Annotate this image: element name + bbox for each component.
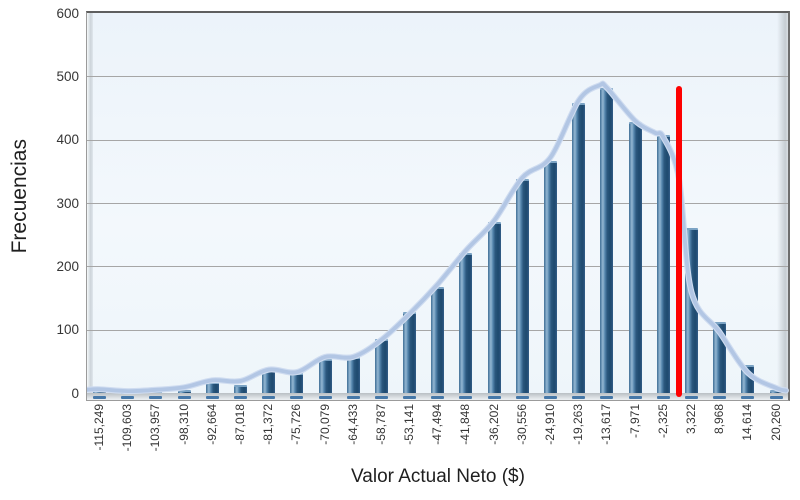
x-tick-label: -75,726 (289, 404, 304, 445)
bar-base-tick (177, 395, 191, 399)
x-tick-label: -36,202 (486, 404, 501, 445)
x-axis-title: Valor Actual Neto ($) (351, 466, 525, 487)
x-tick-label: 20,260 (768, 404, 783, 441)
gridline (87, 203, 788, 204)
threshold-marker-line (676, 85, 683, 397)
bar-base-tick (544, 395, 557, 399)
bar-base-tick (684, 395, 698, 399)
bar-base-tick (205, 395, 219, 399)
bar-base-tick (656, 395, 670, 399)
x-tick-label: -87,018 (232, 404, 247, 445)
y-tick-label: 600 (56, 5, 79, 21)
plot-area (86, 11, 790, 401)
x-tick-label: -81,372 (261, 404, 276, 445)
bar-base-tick (713, 395, 727, 399)
bar-base-tick (318, 395, 332, 399)
bar-base-tick (346, 395, 360, 399)
bar-base-tick (233, 395, 247, 399)
x-tick-label: -24,910 (543, 404, 557, 445)
x-tick-label: -53,141 (402, 404, 417, 445)
bar-base-tick (487, 395, 501, 399)
x-tick-label: -7,971 (627, 404, 642, 439)
x-tick-label: 3,322 (683, 404, 698, 435)
x-tick-label: -58,787 (373, 404, 388, 445)
x-tick-label: -19,263 (571, 404, 586, 445)
y-tick-label: 100 (56, 322, 79, 338)
bar-base-tick (290, 395, 304, 399)
x-tick-label: -30,556 (514, 404, 529, 445)
y-tick-label: 200 (56, 258, 79, 274)
gridline (87, 266, 788, 268)
gridline (87, 139, 788, 141)
x-tick-label: -103,957 (148, 404, 163, 452)
x-tick-label: 14,614 (740, 404, 755, 441)
x-tick-label: -13,617 (599, 404, 614, 445)
bar-base-tick (515, 395, 529, 399)
bar-base-tick (769, 395, 783, 399)
bar-base-tick (600, 395, 614, 399)
x-tick-label: -47,494 (430, 404, 445, 445)
bar-base-tick (459, 395, 473, 399)
distribution-curve (87, 80, 789, 395)
x-tick-label: -2,325 (655, 404, 670, 439)
bar-base-tick (149, 395, 163, 399)
bar-base-tick (628, 395, 642, 399)
y-tick-label: 0 (71, 385, 79, 401)
x-tick-label: 8,968 (712, 404, 727, 435)
gridline (87, 76, 788, 78)
bar-base-tick (121, 395, 135, 399)
bar-base-tick (403, 395, 417, 399)
bar-base-tick (374, 395, 388, 399)
bar-base-tick (93, 395, 106, 399)
bar-base-tick (431, 395, 445, 399)
y-tick-label: 400 (56, 132, 79, 148)
bar-base-tick (262, 395, 276, 399)
x-tick-label: -92,664 (204, 404, 219, 445)
histogram-bar (233, 385, 247, 393)
bar-base-tick (572, 395, 586, 399)
bar-base-tick (741, 395, 755, 399)
y-tick-label: 300 (56, 195, 79, 211)
histogram-bar (177, 390, 191, 393)
x-tick-label: -41,848 (458, 404, 473, 445)
x-tick-label: -109,603 (120, 404, 135, 452)
x-tick-label: -64,433 (345, 404, 360, 445)
y-tick-label: 500 (56, 68, 79, 84)
x-tick-label: -70,079 (317, 404, 332, 445)
x-tick-label: -115,249 (92, 404, 106, 451)
x-tick-label: -98,310 (176, 404, 191, 445)
